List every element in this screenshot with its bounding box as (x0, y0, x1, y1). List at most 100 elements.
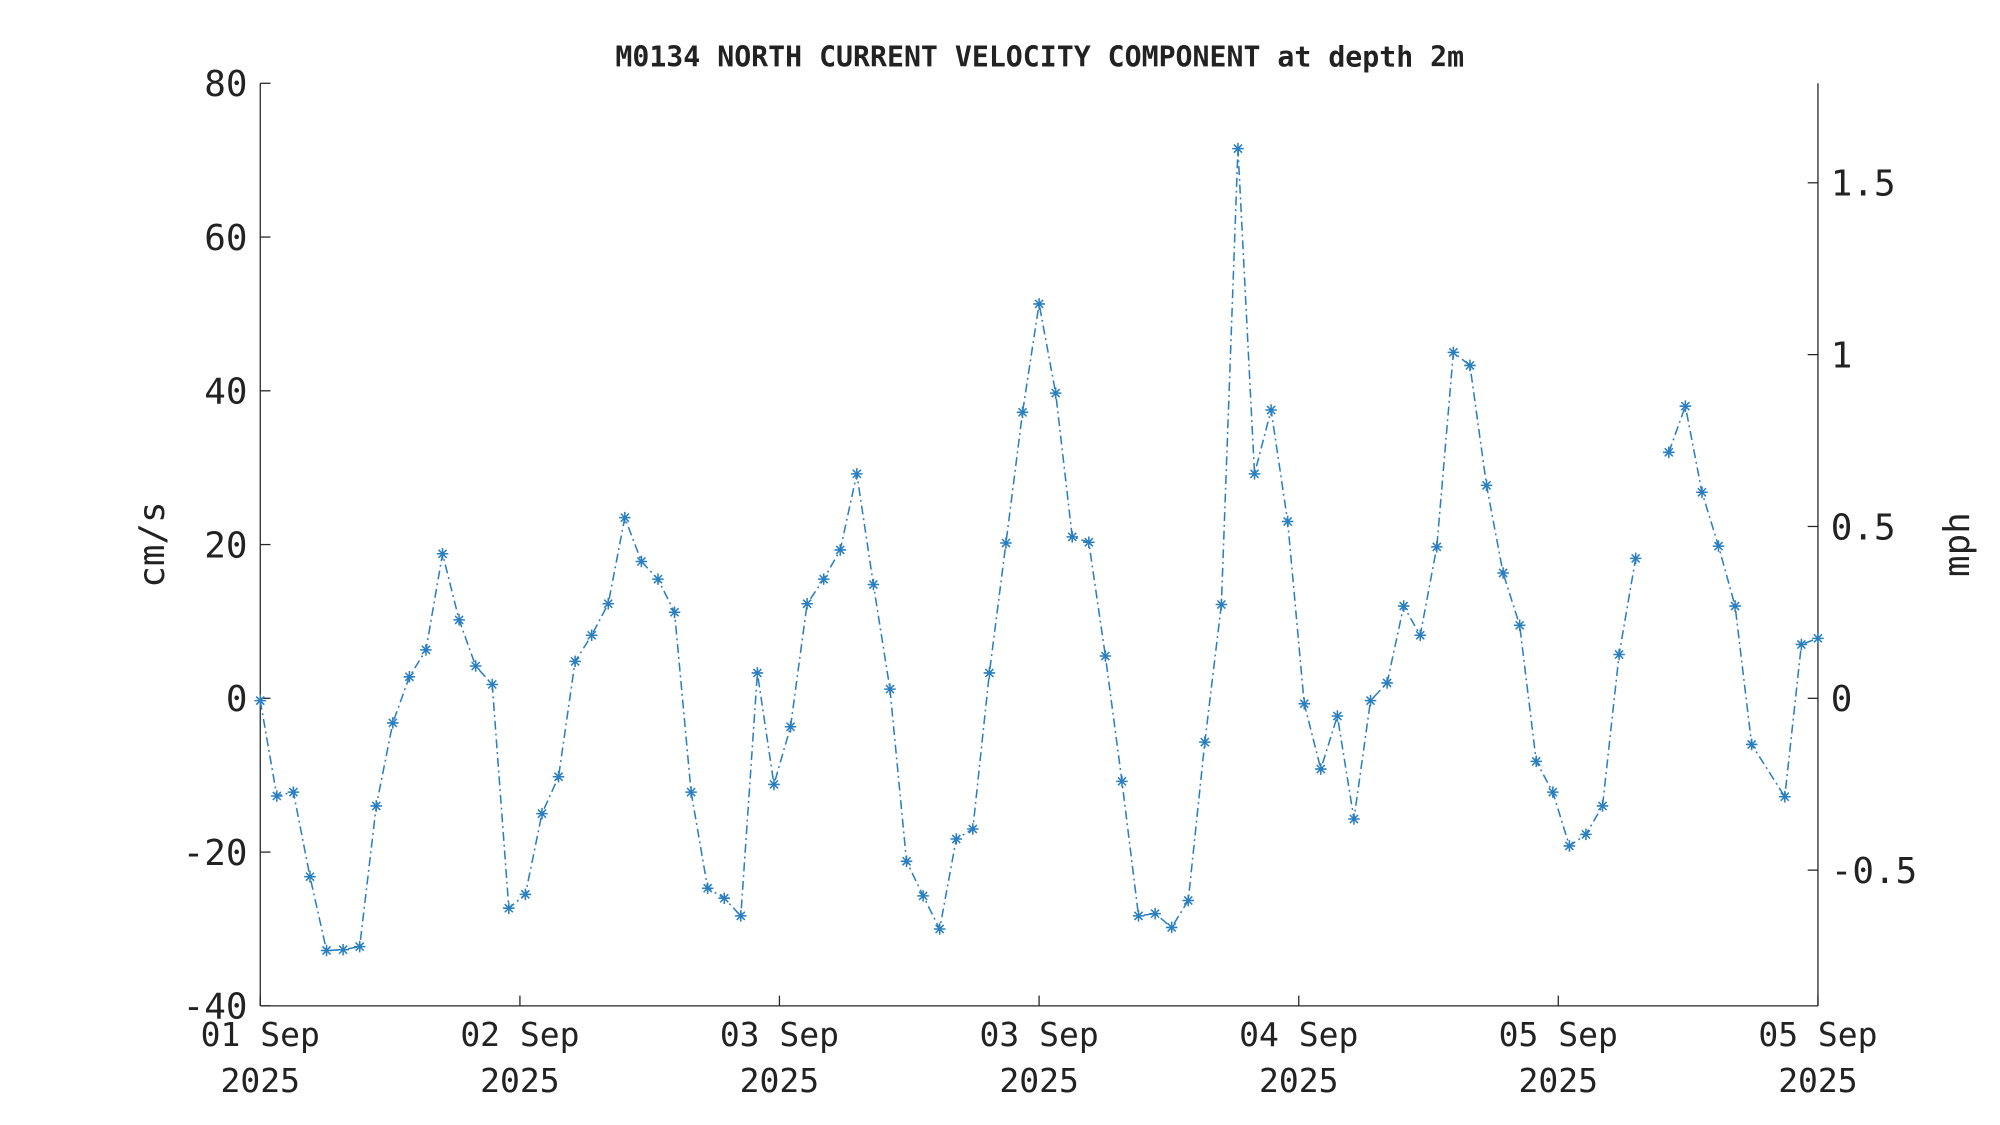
x-tick-label: 03 Sep 2025 (979, 1014, 1099, 1100)
data-marker (652, 573, 664, 585)
y2-tick-label: -0.5 (1831, 851, 1917, 892)
data-marker (320, 944, 333, 957)
data-marker (569, 655, 581, 668)
data-marker (1331, 710, 1344, 722)
data-marker (1497, 567, 1509, 579)
x-tick-label: 03 Sep 2025 (719, 1014, 840, 1100)
x-tick-label: 04 Sep 2025 (1239, 1014, 1359, 1100)
data-marker (967, 823, 979, 835)
data-marker (751, 667, 764, 679)
data-marker (1248, 468, 1261, 480)
data-marker (784, 720, 797, 733)
chart-title: M0134 NORTH CURRENT VELOCITY COMPONENT a… (615, 41, 1464, 74)
y2-tick-label: 1.5 (1831, 164, 1896, 205)
data-marker (917, 890, 929, 902)
y-tick-label: -40 (183, 987, 248, 1028)
x-tick-label: 05 Sep 2025 (1758, 1014, 1878, 1100)
data-marker (1712, 540, 1725, 552)
data-marker (1265, 404, 1277, 416)
y2-tick-label: 1 (1831, 335, 1853, 376)
data-marker (1083, 536, 1095, 549)
data-marker (536, 807, 548, 820)
data-marker (1381, 677, 1393, 689)
data-marker (420, 644, 432, 656)
y-tick-label: 40 (204, 372, 247, 413)
data-marker (254, 694, 267, 707)
data-marker (453, 614, 465, 626)
data-marker (1066, 531, 1079, 543)
data-marker (1215, 598, 1228, 611)
data-marker (436, 548, 449, 560)
data-marker (503, 902, 515, 914)
data-marker (304, 870, 316, 883)
data-marker (1116, 775, 1128, 788)
data-marker (1199, 736, 1211, 748)
data-marker (1232, 142, 1244, 155)
data-marker (1298, 697, 1311, 710)
data-marker (884, 683, 896, 695)
data-marker (1629, 552, 1642, 565)
data-marker (1464, 359, 1476, 372)
data-marker (817, 573, 830, 585)
data-marker (768, 778, 780, 791)
x-tick-label: 05 Sep 2025 (1498, 1014, 1618, 1100)
data-marker (1447, 346, 1460, 359)
y2-tick-label: 0 (1831, 679, 1853, 720)
data-marker (1679, 400, 1692, 412)
data-marker (1779, 790, 1791, 803)
y-tick-label: 60 (204, 218, 247, 259)
data-marker (1348, 813, 1360, 825)
data-marker (469, 660, 482, 672)
data-marker (1431, 541, 1443, 553)
data-marker (635, 555, 648, 568)
data-marker (1729, 600, 1741, 612)
data-marker (1480, 479, 1493, 492)
data-marker (983, 667, 996, 679)
y-tick-label: -20 (183, 833, 248, 874)
data-marker (1132, 910, 1145, 922)
data-marker (701, 882, 714, 894)
data-marker (1397, 600, 1410, 612)
y-axis-label: cm/s (132, 501, 173, 587)
data-marker (1663, 446, 1675, 459)
y-tick-label: 80 (204, 64, 247, 105)
data-marker (1000, 537, 1012, 549)
data-marker (1795, 638, 1808, 651)
data-marker (1745, 738, 1758, 751)
data-marker (486, 678, 499, 691)
data-marker (1364, 694, 1377, 707)
data-marker (1033, 298, 1045, 310)
data-marker (1016, 406, 1029, 419)
data-marker (718, 892, 731, 904)
data-marker (1580, 828, 1592, 841)
data-marker (668, 606, 681, 618)
data-marker (585, 629, 598, 642)
data-marker (387, 717, 399, 729)
data-marker (900, 855, 913, 868)
data-marker (685, 786, 697, 798)
data-marker (867, 578, 880, 591)
data-marker (271, 790, 283, 802)
data-marker (1696, 486, 1708, 499)
y-tick-label: 20 (204, 525, 247, 566)
data-marker (1596, 800, 1609, 812)
data-marker (1547, 786, 1559, 798)
data-marker (1149, 907, 1161, 920)
data-marker (353, 940, 366, 953)
data-marker (337, 943, 349, 956)
data-marker (1563, 840, 1576, 852)
y2-tick-label: 0.5 (1831, 507, 1896, 548)
data-marker (619, 511, 631, 524)
data-marker (1165, 921, 1178, 934)
data-marker (735, 910, 747, 922)
data-marker (851, 468, 863, 480)
data-marker (1414, 629, 1427, 642)
data-marker (1315, 763, 1327, 775)
data-marker (370, 800, 383, 812)
data-marker (403, 671, 416, 683)
data-marker (1530, 755, 1543, 768)
data-marker (1281, 515, 1294, 528)
